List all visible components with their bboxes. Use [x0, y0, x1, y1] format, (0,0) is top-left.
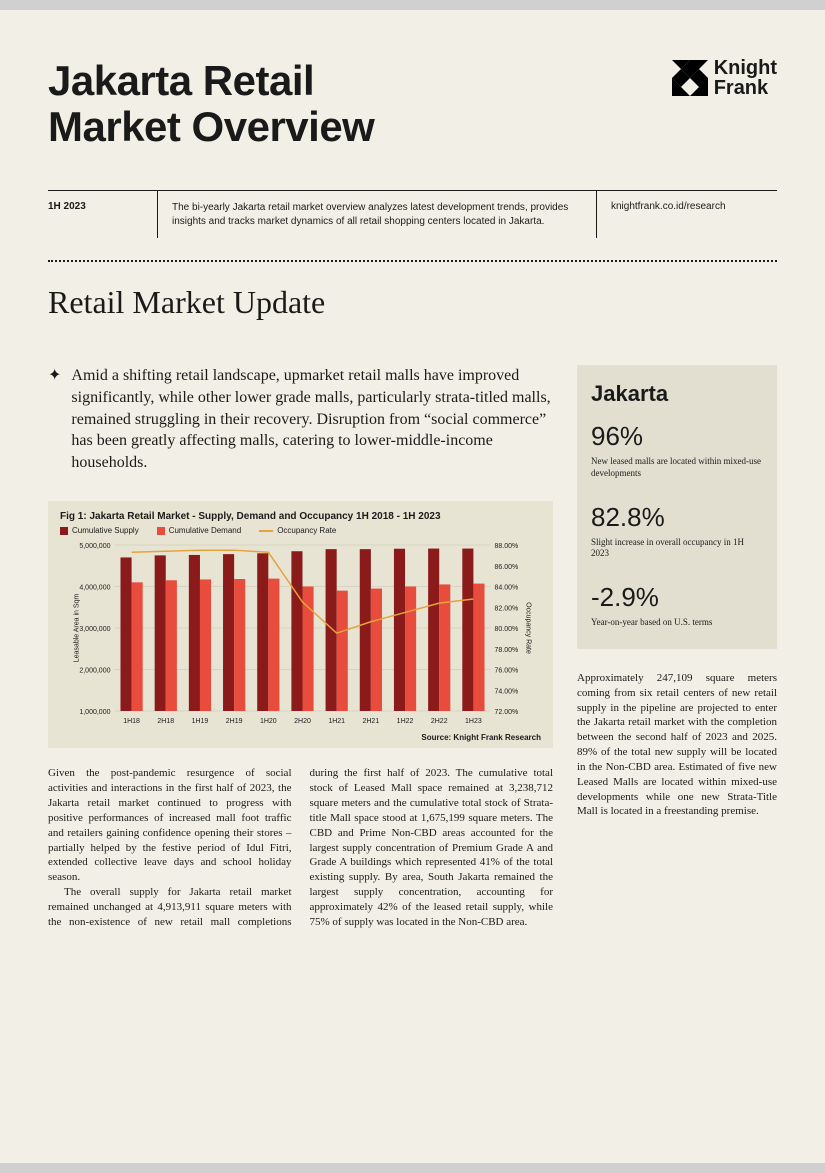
dotted-divider [48, 260, 777, 262]
stat-block-2: -2.9% Year-on-year based on U.S. terms [591, 582, 763, 629]
svg-text:72.00%: 72.00% [495, 709, 519, 716]
legend-swatch-supply [60, 527, 68, 535]
lead-bullet-icon: ✦ [48, 365, 61, 473]
legend-supply-label: Cumulative Supply [72, 526, 139, 535]
chart-svg: 1,000,000 2,000,000 3,000,000 4,000,000 5,00… [60, 541, 541, 731]
legend-demand: Cumulative Demand [157, 526, 241, 535]
brand-name-2: Frank [714, 77, 768, 99]
brand-name: Knight Frank [714, 58, 777, 98]
stat-caption-1: Slight increase in overall occupancy in … [591, 537, 763, 560]
title-line-2: Market Overview [48, 103, 374, 150]
legend-supply: Cumulative Supply [60, 526, 139, 535]
chart-panel: Fig 1: Jakarta Retail Market - Supply, D… [48, 501, 553, 748]
svg-text:84.00%: 84.00% [495, 585, 519, 592]
legend-swatch-demand [157, 527, 165, 535]
svg-text:1,000,000: 1,000,000 [79, 709, 110, 716]
svg-text:2H20: 2H20 [294, 718, 311, 725]
svg-text:88.00%: 88.00% [495, 543, 519, 550]
svg-text:1H18: 1H18 [123, 718, 140, 725]
stat-block-1: 82.8% Slight increase in overall occupan… [591, 502, 763, 560]
stats-title: Jakarta [591, 381, 763, 407]
chart-title: Fig 1: Jakarta Retail Market - Supply, D… [60, 511, 541, 522]
svg-text:2H21: 2H21 [362, 718, 379, 725]
brand-name-1: Knight [714, 57, 777, 79]
stat-value-2: -2.9% [591, 582, 763, 613]
stat-value-0: 96% [591, 421, 763, 452]
sidebar-body: Approximately 247,109 square meters comi… [577, 671, 777, 819]
svg-text:2,000,000: 2,000,000 [79, 668, 110, 675]
svg-text:1H23: 1H23 [465, 718, 482, 725]
chart-source: Source: Knight Frank Research [60, 733, 541, 742]
sidebar-column: Jakarta 96% New leased malls are located… [577, 365, 777, 929]
svg-text:82.00%: 82.00% [495, 606, 519, 613]
svg-text:1H21: 1H21 [328, 718, 345, 725]
legend-demand-label: Cumulative Demand [169, 526, 241, 535]
svg-text:76.00%: 76.00% [495, 668, 519, 675]
svg-text:Leasable Area in Sqm: Leasable Area in Sqm [74, 594, 81, 663]
svg-text:86.00%: 86.00% [495, 564, 519, 571]
content-grid: ✦ Amid a shifting retail landscape, upma… [48, 365, 777, 929]
svg-text:2H22: 2H22 [431, 718, 448, 725]
meta-period: 1H 2023 [48, 191, 158, 238]
meta-link[interactable]: knightfrank.co.id/research [597, 191, 777, 238]
stat-block-0: 96% New leased malls are located within … [591, 421, 763, 479]
legend-occupancy-label: Occupancy Rate [277, 526, 336, 535]
brand-logo: Knight Frank [672, 58, 777, 98]
legend-line-occupancy [259, 530, 273, 532]
svg-text:78.00%: 78.00% [495, 647, 519, 654]
lead-text: Amid a shifting retail landscape, upmark… [71, 365, 553, 473]
svg-text:1H22: 1H22 [397, 718, 414, 725]
lead-paragraph: ✦ Amid a shifting retail landscape, upma… [48, 365, 553, 473]
page-title: Jakarta Retail Market Overview [48, 58, 374, 150]
meta-description: The bi-yearly Jakarta retail market over… [158, 191, 597, 238]
page: Jakarta Retail Market Overview Knight Fr… [0, 10, 825, 1163]
stat-caption-2: Year-on-year based on U.S. terms [591, 617, 763, 629]
stat-caption-0: New leased malls are located within mixe… [591, 456, 763, 479]
stat-value-1: 82.8% [591, 502, 763, 533]
chart-legend: Cumulative Supply Cumulative Demand Occu… [60, 526, 541, 535]
svg-text:5,000,000: 5,000,000 [79, 543, 110, 550]
svg-text:Occupancy Rate: Occupancy Rate [525, 602, 532, 654]
header: Jakarta Retail Market Overview Knight Fr… [48, 58, 777, 150]
main-column: ✦ Amid a shifting retail landscape, upma… [48, 365, 553, 929]
meta-row: 1H 2023 The bi-yearly Jakarta retail mar… [48, 190, 777, 238]
legend-occupancy: Occupancy Rate [259, 526, 336, 535]
svg-text:1H20: 1H20 [260, 718, 277, 725]
title-line-1: Jakarta Retail [48, 57, 314, 104]
brand-mark-icon [672, 60, 708, 96]
body-p1: Given the post-pandemic resurgence of so… [48, 766, 292, 885]
svg-text:2H18: 2H18 [157, 718, 174, 725]
chart-plot: 1,000,000 2,000,000 3,000,000 4,000,000 5,00… [60, 541, 541, 731]
svg-text:4,000,000: 4,000,000 [79, 585, 110, 592]
svg-text:74.00%: 74.00% [495, 689, 519, 696]
svg-text:3,000,000: 3,000,000 [79, 626, 110, 633]
svg-text:1H19: 1H19 [192, 718, 209, 725]
section-heading: Retail Market Update [48, 284, 777, 321]
stats-panel: Jakarta 96% New leased malls are located… [577, 365, 777, 648]
body-text: Given the post-pandemic resurgence of so… [48, 766, 553, 929]
svg-text:80.00%: 80.00% [495, 626, 519, 633]
svg-text:2H19: 2H19 [226, 718, 243, 725]
